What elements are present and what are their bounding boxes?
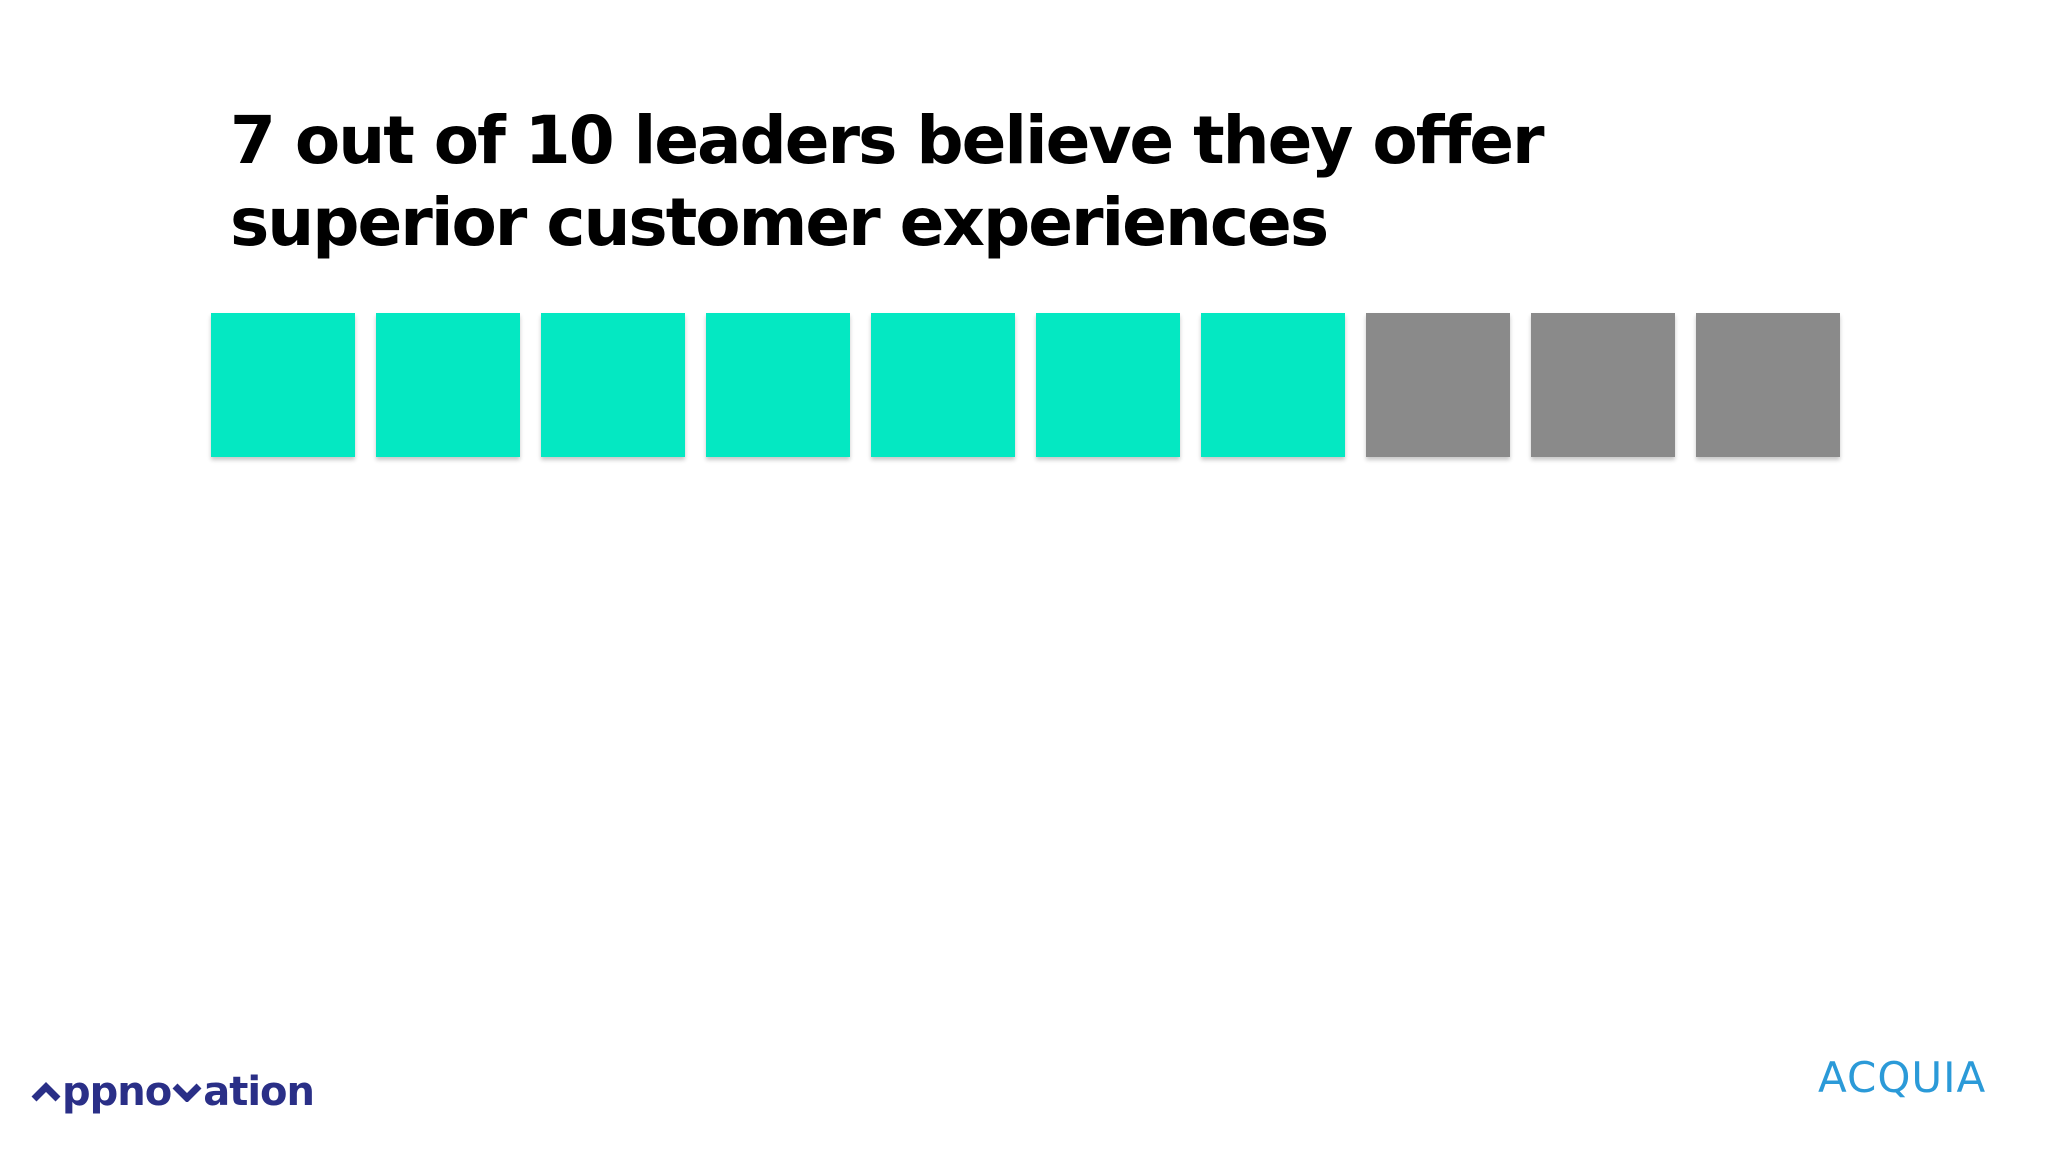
caret-up-icon — [31, 1082, 61, 1102]
pictograph-square-highlighted — [541, 313, 685, 457]
caret-down-icon — [172, 1083, 202, 1102]
pictograph-square-other — [1366, 313, 1510, 457]
slide-title-line-2: superior customer experiences — [230, 184, 1329, 261]
pictograph-square-highlighted — [376, 313, 520, 457]
pictograph-square-highlighted — [1036, 313, 1180, 457]
pictograph-square-other — [1696, 313, 1840, 457]
appnovation-logo-text-2: ation — [203, 1069, 315, 1115]
acquia-logo: ACQUIA — [1818, 1053, 1987, 1102]
appnovation-logo-text-1: ppno — [62, 1069, 172, 1115]
slide-title-line-1: 7 out of 10 leaders believe they offer — [230, 102, 1545, 179]
appnovation-logo: ppno ation — [30, 1062, 315, 1122]
slide-title: 7 out of 10 leaders believe they offer s… — [230, 100, 1830, 264]
pictograph-square-other — [1531, 313, 1675, 457]
pictograph-square-highlighted — [706, 313, 850, 457]
pictograph-squares — [211, 313, 1845, 458]
pictograph-square-highlighted — [211, 313, 355, 457]
pictograph-square-highlighted — [1201, 313, 1345, 457]
pictograph-square-highlighted — [871, 313, 1015, 457]
